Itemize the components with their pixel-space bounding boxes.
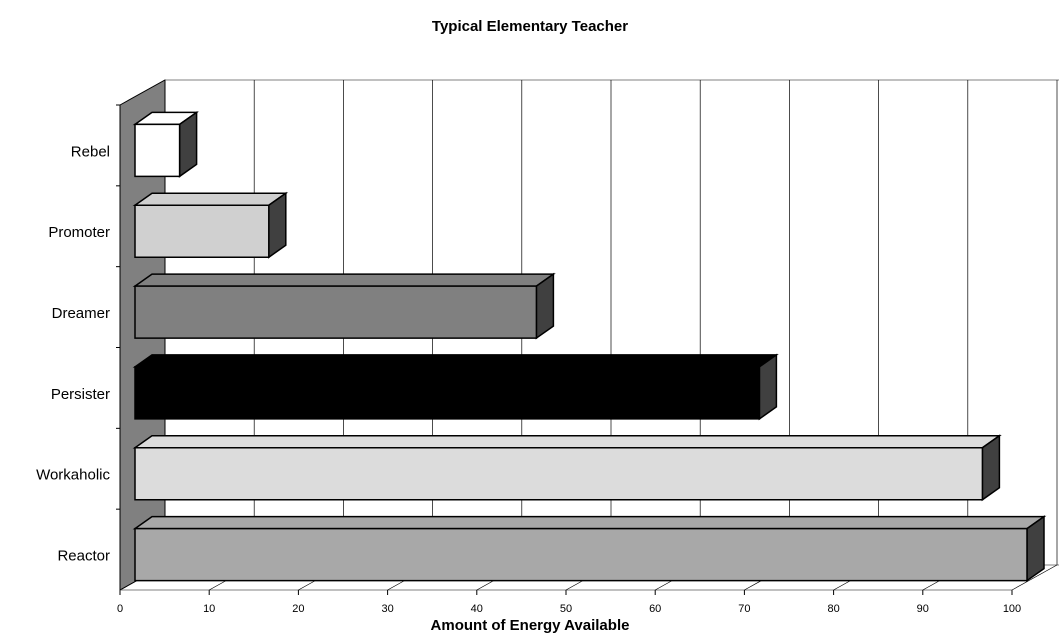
x-tick-label: 30: [381, 603, 393, 615]
bar-side: [981, 434, 1001, 502]
y-tick-label: Promoter: [48, 224, 110, 241]
bar: [132, 353, 779, 421]
y-tick-label: Reactor: [57, 548, 110, 565]
bar: [132, 110, 199, 178]
y-tick-label: Dreamer: [52, 305, 110, 322]
x-tick-label: 20: [292, 603, 304, 615]
bar-top: [132, 273, 556, 287]
floor-line: [1011, 564, 1058, 591]
bar: [132, 434, 1002, 502]
bar-front: [134, 123, 181, 178]
x-tick-label: 50: [560, 603, 572, 615]
bar-top: [132, 515, 1047, 530]
x-tick-label: 90: [917, 603, 929, 615]
x-tick-label: 10: [203, 603, 215, 615]
bar-side: [268, 191, 287, 259]
bar-front: [134, 447, 984, 501]
bar-side: [178, 110, 198, 178]
bar-side: [535, 272, 555, 340]
y-tick-label: Workaholic: [36, 467, 110, 484]
x-tick-label: 0: [117, 603, 123, 615]
bar-front: [134, 285, 538, 339]
x-axis-label: Amount of Energy Available: [431, 617, 630, 634]
x-tick-label: 100: [1003, 603, 1021, 615]
x-tick-label: 80: [827, 603, 839, 615]
x-tick-label: 60: [649, 603, 661, 615]
bar-side: [1026, 515, 1045, 583]
bar-side: [758, 353, 778, 421]
bar: [132, 191, 289, 259]
bar-front: [134, 204, 270, 258]
chart-title: Typical Elementary Teacher: [432, 18, 628, 35]
y-tick-label: Persister: [51, 386, 110, 403]
x-tick-label: 70: [738, 603, 750, 615]
bar-top: [132, 192, 289, 206]
bar-front: [134, 366, 761, 420]
bar-front: [134, 527, 1028, 582]
bar-top: [132, 354, 779, 368]
bar-top: [132, 435, 1002, 449]
bar: [132, 515, 1047, 583]
y-tick-label: Rebel: [71, 143, 110, 160]
bar: [132, 272, 556, 340]
x-tick-label: 40: [471, 603, 483, 615]
